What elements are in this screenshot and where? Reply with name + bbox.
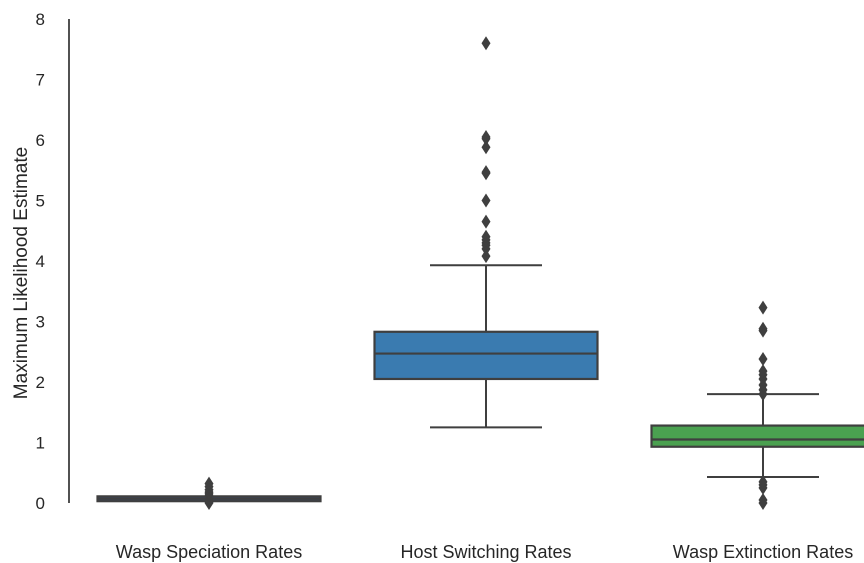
outlier-point (481, 229, 491, 244)
y-tick-label: 7 (36, 71, 45, 90)
box-group (373, 36, 599, 429)
y-tick-label: 0 (36, 494, 45, 513)
outlier-point (204, 476, 214, 491)
x-tick-label: Host Switching Rates (400, 542, 571, 562)
y-tick-label: 8 (36, 10, 45, 29)
box-iqr (650, 424, 864, 448)
y-tick-label: 2 (36, 373, 45, 392)
outlier-point (481, 36, 491, 51)
box-iqr (373, 330, 599, 381)
y-tick-label: 5 (36, 192, 45, 211)
y-axis: 0 1 2 3 4 5 6 7 8 Maximum Likelihood Estimate (11, 10, 70, 513)
outlier-point (758, 492, 768, 507)
outlier-point (758, 364, 768, 379)
boxes (96, 36, 864, 510)
outlier-point (758, 474, 768, 489)
y-axis-title: Maximum Likelihood Estimate (11, 147, 32, 399)
box-group (650, 300, 864, 510)
outlier-point (481, 140, 491, 155)
y-tick-label: 3 (36, 313, 45, 332)
box-group (96, 476, 322, 510)
y-tick-label: 4 (36, 252, 45, 271)
y-tick-labels: 0 1 2 3 4 5 6 7 8 (36, 10, 45, 513)
outlier-point (481, 249, 491, 264)
outlier-point (481, 193, 491, 208)
outlier-point (481, 214, 491, 229)
y-tick-label: 6 (36, 131, 45, 150)
y-tick-label: 1 (36, 434, 45, 453)
x-tick-label: Wasp Extinction Rates (673, 542, 853, 562)
outlier-point (758, 352, 768, 367)
x-tick-label: Wasp Speciation Rates (116, 542, 302, 562)
outlier-point (758, 321, 768, 336)
x-tick-labels: Wasp Speciation Rates Host Switching Rate… (116, 542, 853, 562)
outlier-point (481, 129, 491, 144)
outlier-point (481, 165, 491, 180)
outlier-point (758, 300, 768, 315)
